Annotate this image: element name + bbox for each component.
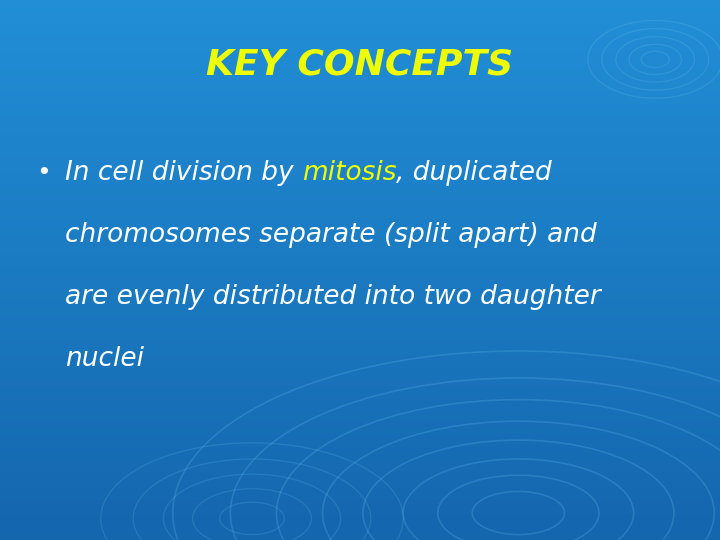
Text: , duplicated: , duplicated [396,160,552,186]
Text: In cell division by: In cell division by [65,160,302,186]
Text: are evenly distributed into two daughter: are evenly distributed into two daughter [65,284,600,310]
Text: •: • [36,161,50,185]
Text: mitosis: mitosis [302,160,396,186]
Text: KEY CONCEPTS: KEY CONCEPTS [207,48,513,82]
Text: nuclei: nuclei [65,346,144,372]
Text: chromosomes separate (split apart) and: chromosomes separate (split apart) and [65,222,597,248]
